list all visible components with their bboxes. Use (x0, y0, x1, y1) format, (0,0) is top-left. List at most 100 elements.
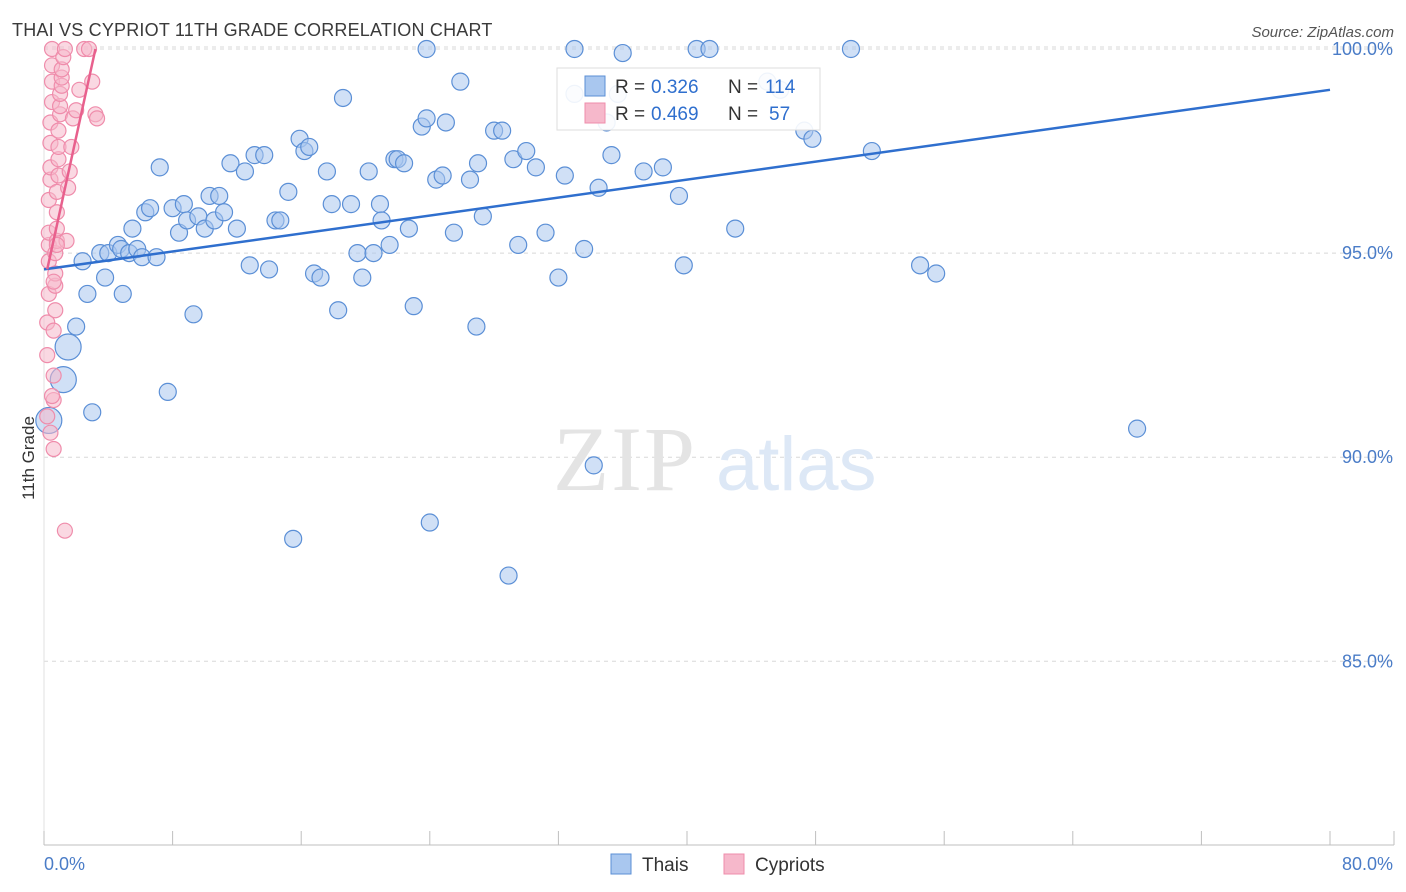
y-tick-labels: 85.0% 90.0% 95.0% 100.0% (1332, 39, 1393, 671)
y-axis-title: 11th Grade (19, 416, 38, 500)
cypriots-point (45, 273, 62, 290)
thais-point (329, 301, 348, 320)
thais-point (54, 333, 82, 361)
thais-point (536, 223, 555, 242)
thais-point (380, 235, 399, 255)
trend-layer (43, 48, 1331, 271)
cypriots-point (43, 387, 61, 405)
thais-point (311, 268, 330, 287)
thais-point (404, 297, 423, 316)
thais-point (259, 260, 279, 279)
x-tick-label-min: 0.0% (44, 854, 85, 874)
thais-point (359, 162, 378, 181)
thais-point (123, 219, 142, 238)
thais-point (417, 109, 436, 128)
legend-swatch-cypriots[interactable] (723, 853, 745, 875)
thais-point (95, 268, 115, 287)
thais-point (174, 195, 193, 214)
thais-point (451, 72, 470, 91)
thais-trend-line (43, 88, 1331, 271)
y-tick-label: 90.0% (1342, 447, 1393, 467)
stats-legend-swatch-cypriots (584, 102, 606, 124)
thais-point (235, 162, 255, 181)
thais-point (565, 39, 584, 59)
cypriots-point (56, 522, 73, 539)
thais-point (634, 162, 653, 181)
thais-point (394, 154, 414, 173)
thais-point (473, 207, 492, 226)
y-tick-label: 100.0% (1332, 39, 1393, 59)
legend-label-cypriots[interactable]: Cypriots (755, 855, 825, 876)
thais-point (726, 219, 745, 238)
thais-point (555, 166, 574, 185)
thais-point (444, 223, 464, 242)
thais-point (150, 158, 169, 177)
thais-point (240, 256, 259, 275)
stats-legend-n-value-cypriots: 57 (769, 104, 790, 125)
stats-legend-r-label-thais: R = (615, 77, 645, 98)
cypriots-point (56, 40, 73, 58)
thais-point (227, 219, 246, 238)
thais-point (158, 382, 177, 401)
thais-point (214, 203, 234, 222)
thais-point (910, 256, 930, 275)
cypriots-point (39, 347, 56, 364)
x-tick-marks (43, 831, 1395, 845)
thais-point (348, 243, 367, 263)
thais-point (83, 403, 102, 422)
cypriots-point (39, 408, 56, 425)
thais-point (526, 158, 545, 177)
thais-point (210, 186, 229, 206)
thais-point (468, 154, 488, 173)
cypriots-point (45, 440, 62, 458)
thais-point (300, 137, 319, 157)
thais-point (140, 199, 160, 218)
legend-label-thais[interactable]: Thais (642, 855, 688, 876)
thais-point (1127, 419, 1147, 438)
thais-point (436, 113, 455, 132)
y-tick-label: 85.0% (1342, 651, 1393, 671)
cypriots-point (68, 102, 85, 119)
thais-point (221, 154, 240, 173)
thais-point (613, 43, 632, 63)
bottom-legend: Thais Cypriots (610, 853, 825, 876)
x-tick-label-max: 80.0% (1342, 854, 1393, 874)
thais-point (333, 88, 353, 108)
legend-swatch-thais[interactable] (610, 853, 632, 875)
thais-point (341, 195, 361, 214)
points-layer (35, 39, 1147, 585)
thais-point (279, 182, 298, 201)
thais-point (271, 211, 290, 230)
thais-point (322, 195, 341, 214)
stats-legend-n-label-thais: N = (728, 77, 758, 98)
thais-point (504, 150, 523, 169)
thais-point (669, 186, 689, 206)
thais-point (420, 513, 439, 532)
chart-source: Source: ZipAtlas.com (1251, 24, 1394, 41)
thais-point (862, 141, 881, 161)
thais-point (841, 39, 861, 59)
cypriots-point (63, 138, 80, 156)
stats-legend-r-value-cypriots: 0.469 (651, 104, 699, 125)
thais-point (370, 195, 390, 214)
thais-point (927, 264, 946, 283)
cypriots-point (88, 110, 106, 127)
cypriots-point (50, 122, 67, 139)
stats-legend-r-value-thais: 0.326 (651, 77, 699, 98)
chart-title: THAI VS CYPRIOT 11TH GRADE CORRELATION C… (12, 20, 493, 40)
thais-point (700, 39, 719, 59)
thais-point (255, 146, 274, 165)
cypriots-trend-line (45, 48, 97, 270)
thais-point (460, 170, 480, 189)
stats-legend-n-label-cypriots: N = (728, 104, 758, 125)
watermark-zip: ZIP (553, 408, 697, 510)
thais-point (78, 284, 97, 304)
cypriots-point (80, 40, 98, 58)
thais-point (433, 166, 452, 185)
thais-point (317, 162, 337, 181)
thais-point (517, 141, 536, 161)
thais-point (509, 235, 528, 255)
thais-point (364, 243, 383, 263)
cypriots-point (42, 424, 59, 441)
